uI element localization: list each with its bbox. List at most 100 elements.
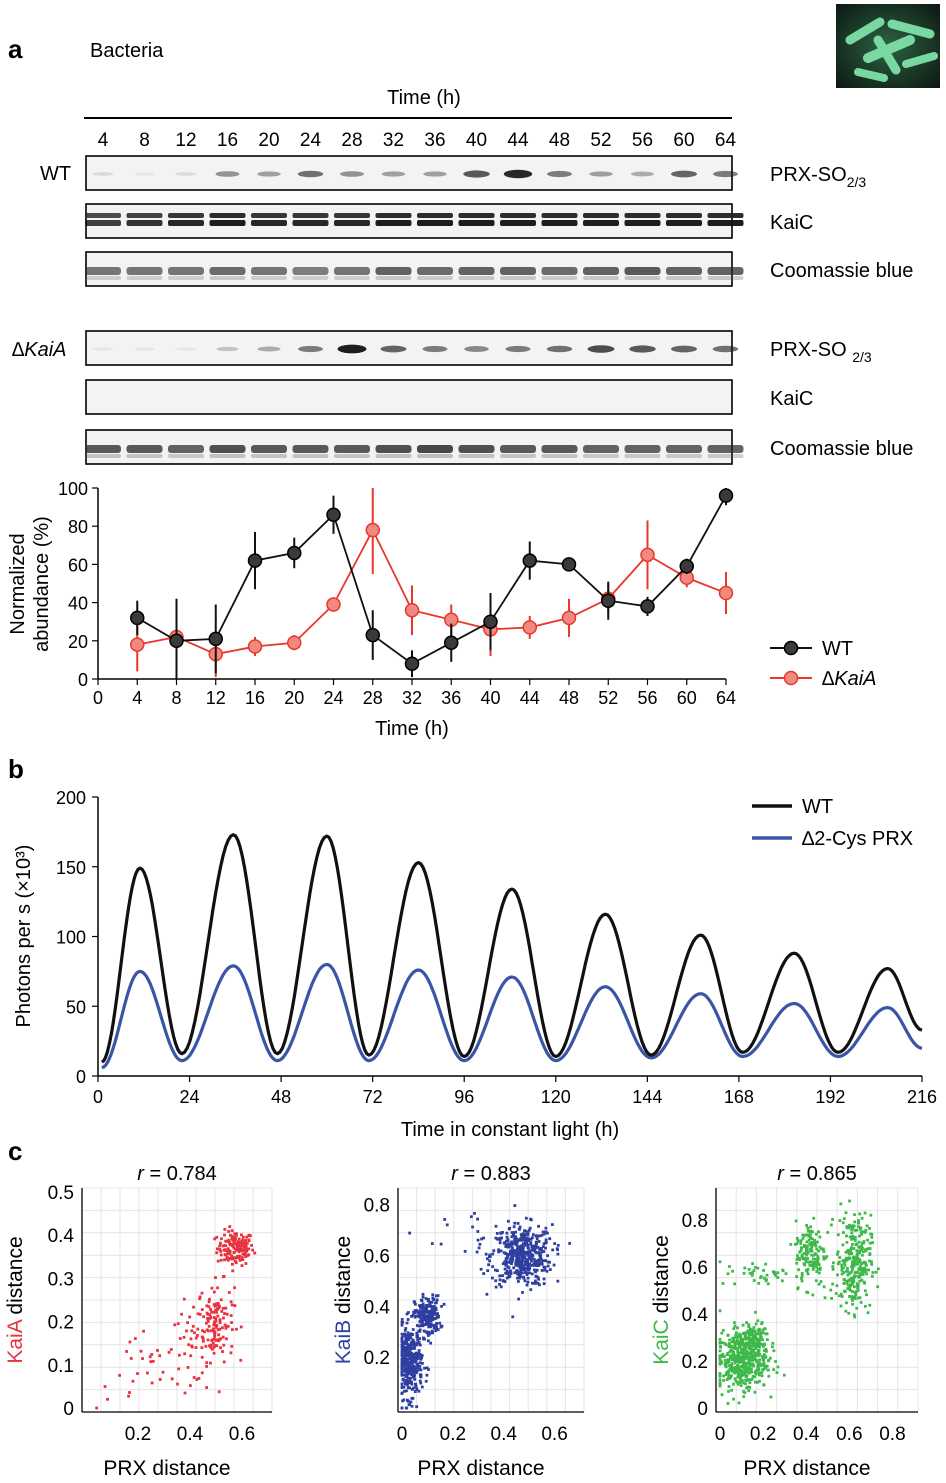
scatter-point	[729, 1356, 732, 1360]
scatter-point	[214, 1338, 218, 1342]
scatter-point	[732, 1397, 736, 1401]
scatter-point	[799, 1242, 803, 1245]
scatter-point	[223, 1323, 227, 1327]
lane-time-label: 36	[424, 130, 445, 151]
scatter-point	[514, 1263, 518, 1267]
scatter-point	[419, 1381, 423, 1385]
scatter-point	[417, 1340, 421, 1344]
scatter-point	[544, 1226, 548, 1230]
scatter-point	[408, 1231, 412, 1235]
y-tick-label: 0.5	[48, 1183, 74, 1204]
scatter-point	[520, 1271, 524, 1275]
scatter-point	[509, 1270, 513, 1274]
scatter-point	[765, 1332, 769, 1336]
x-axis-label: Time in constant light (h)	[401, 1119, 619, 1141]
scatter-point	[739, 1342, 743, 1346]
scatter-point	[228, 1243, 232, 1247]
scatter-point	[801, 1257, 805, 1261]
scatter-point	[245, 1235, 249, 1239]
scatter-point	[855, 1306, 859, 1310]
scatter-point	[853, 1315, 857, 1319]
scatter-point	[406, 1337, 410, 1341]
scatter-point	[870, 1263, 874, 1266]
blot-band	[168, 267, 204, 275]
blot-band	[251, 213, 287, 218]
scatter-point	[218, 1318, 222, 1322]
scatter-point	[851, 1226, 855, 1230]
scatter-point	[227, 1239, 230, 1243]
scatter-point	[751, 1358, 755, 1362]
scatter-point	[415, 1343, 419, 1347]
y-tick-label: 0.1	[48, 1356, 74, 1377]
scatter-point	[747, 1357, 750, 1361]
scatter-point	[762, 1362, 766, 1366]
scatter-point	[745, 1379, 749, 1382]
scatter-point	[158, 1378, 162, 1381]
scatter-point	[406, 1376, 410, 1380]
blot-band	[464, 346, 489, 352]
blot-label: KaiC	[770, 212, 813, 234]
scatter-point	[754, 1358, 758, 1362]
scatter-point	[527, 1262, 531, 1266]
scatter-point	[851, 1302, 855, 1306]
scatter-point	[413, 1347, 416, 1350]
blot-band	[134, 172, 155, 176]
scatter-point	[401, 1349, 404, 1352]
scatter-point	[804, 1249, 808, 1253]
scatter-point	[188, 1315, 192, 1319]
scatter-point	[724, 1373, 728, 1376]
scatter-point	[410, 1404, 414, 1408]
scatter-point	[426, 1304, 430, 1308]
scatter-point	[233, 1241, 236, 1245]
scatter-point	[215, 1251, 219, 1255]
scatter-point	[858, 1227, 862, 1231]
scatter-point	[538, 1247, 541, 1251]
scatter-point	[734, 1331, 738, 1335]
scatter-point	[751, 1343, 755, 1347]
scatter-point	[406, 1386, 410, 1389]
scatter-point	[413, 1378, 417, 1381]
y-axis-label-line1: Normalized	[7, 533, 29, 634]
blot-band	[707, 220, 744, 226]
scatter-point	[809, 1247, 812, 1251]
scatter-point	[522, 1252, 526, 1256]
x-axis-label: PRX distance	[417, 1457, 544, 1480]
blot-band	[375, 276, 412, 280]
scatter-point	[530, 1272, 534, 1276]
scatter-point	[414, 1351, 418, 1355]
scatter-point	[210, 1339, 214, 1342]
scatter-point	[789, 1243, 793, 1246]
scatter-point	[733, 1361, 737, 1365]
y-tick-label: 0	[78, 670, 88, 690]
blot-band	[168, 445, 204, 453]
scatter-point	[718, 1341, 722, 1344]
scatter-point	[816, 1261, 820, 1265]
scatter-point	[865, 1293, 869, 1297]
blot-band	[292, 454, 329, 458]
scatter-point	[178, 1337, 182, 1340]
x-tick-label: 0.4	[793, 1424, 820, 1445]
data-point	[444, 635, 459, 650]
scatter-point	[757, 1344, 761, 1348]
scatter-point	[240, 1240, 244, 1244]
scatter-point	[729, 1348, 733, 1352]
scatter-point	[868, 1253, 872, 1257]
correlation-value: = 0.865	[784, 1163, 857, 1185]
scatter-point	[867, 1268, 871, 1272]
scatter-point	[226, 1247, 230, 1251]
scatter-point	[230, 1234, 234, 1238]
scatter-point	[749, 1341, 752, 1344]
scatter-point	[861, 1230, 865, 1234]
scatter-point	[852, 1285, 856, 1289]
scatter-point	[718, 1382, 722, 1386]
scatter-point	[519, 1233, 523, 1236]
blot-band	[583, 276, 619, 280]
scatter-point	[746, 1343, 749, 1347]
scatter-point	[748, 1328, 752, 1331]
scatter-point	[718, 1384, 722, 1388]
x-tick-label: 32	[402, 688, 422, 708]
scatter-point	[167, 1350, 171, 1354]
scatter-point	[240, 1256, 244, 1259]
scatter-point	[188, 1384, 192, 1387]
y-axis-label-protein: KaiB	[332, 1320, 355, 1364]
